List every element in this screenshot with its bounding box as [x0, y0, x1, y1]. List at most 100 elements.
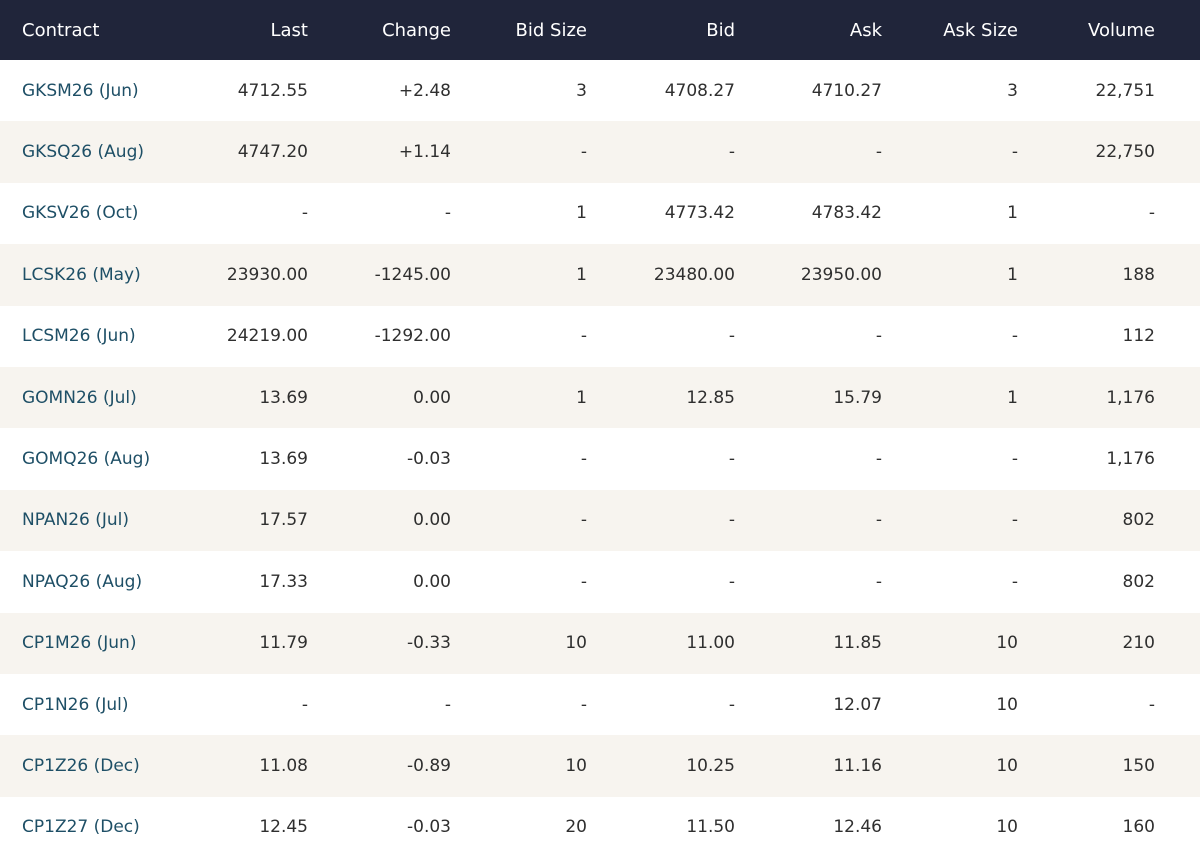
table-cell: 10 — [996, 817, 1018, 838]
table-cell: 1 — [1007, 203, 1018, 224]
contract-link[interactable]: CP1Z27 (Dec) — [22, 817, 140, 838]
table-row: NPAN26 (Jul) 17.57 0.00 - - - - 802 — [0, 489, 1200, 552]
contract-link[interactable]: GOMN26 (Jul) — [22, 387, 137, 408]
table-cell: 11.08 — [259, 756, 308, 777]
table-cell: - — [728, 326, 735, 347]
table-cell: -1292.00 — [374, 326, 451, 347]
table-cell: 17.57 — [259, 510, 308, 531]
table-cell: 10 — [996, 756, 1018, 777]
table-cell: - — [580, 694, 587, 715]
table-cell: 11.85 — [833, 633, 882, 654]
contract-link[interactable]: CP1M26 (Jun) — [22, 633, 137, 654]
table-row: GKSM26 (Jun) 4712.55 +2.48 3 4708.27 4710.27 3… — [0, 60, 1200, 121]
table-cell: 188 — [1122, 264, 1155, 285]
table-cell: +2.48 — [398, 80, 451, 101]
table-cell: 11.79 — [259, 633, 308, 654]
table-cell: 802 — [1122, 510, 1155, 531]
table-cell: - — [1011, 571, 1018, 592]
table-cell: 4712.55 — [237, 80, 308, 101]
contract-link[interactable]: NPAQ26 (Aug) — [22, 571, 143, 592]
table-row: GOMQ26 (Aug) 13.69 -0.03 - - - - 1,176 — [0, 428, 1200, 489]
table-cell: - — [728, 142, 735, 163]
table-cell: 12.07 — [833, 694, 882, 715]
table-cell: 17.33 — [259, 571, 308, 592]
table-cell: 10 — [996, 633, 1018, 654]
table-cell: 1 — [1007, 264, 1018, 285]
header-cell: Volume — [1088, 19, 1155, 41]
table-cell: -0.03 — [407, 449, 451, 470]
contract-link[interactable]: CP1Z26 (Dec) — [22, 756, 140, 777]
table-cell: 10 — [565, 756, 587, 777]
header-cell: Bid Size — [515, 19, 587, 41]
table-row: LCSM26 (Jun) 24219.00 -1292.00 - - - - 112 — [0, 306, 1200, 367]
contract-link[interactable]: GOMQ26 (Aug) — [22, 449, 151, 470]
table-cell: 4747.20 — [237, 142, 308, 163]
contract-link[interactable]: NPAN26 (Jul) — [22, 510, 130, 531]
table-cell: - — [301, 694, 308, 715]
table-cell: - — [444, 694, 451, 715]
table-cell: 12.46 — [833, 817, 882, 838]
table-cell: 112 — [1122, 326, 1155, 347]
header-cell: Last — [270, 19, 309, 41]
contract-link[interactable]: CP1N26 (Jul) — [22, 694, 129, 715]
table-cell: 4708.27 — [664, 80, 735, 101]
table-cell: - — [875, 449, 882, 470]
table-cell: - — [580, 449, 587, 470]
table-cell: - — [875, 571, 882, 592]
table-cell: 23950.00 — [800, 264, 882, 285]
table-cell: 1,176 — [1106, 449, 1155, 470]
header-cell: Bid — [706, 19, 735, 41]
table-cell: 11.16 — [833, 756, 882, 777]
table-cell: - — [580, 510, 587, 531]
table-cell: 150 — [1122, 756, 1155, 777]
table-cell: 20 — [565, 817, 587, 838]
table-cell: 15.79 — [833, 387, 882, 408]
table-cell: - — [580, 142, 587, 163]
table-cell: 23930.00 — [226, 264, 308, 285]
table-cell: - — [444, 203, 451, 224]
contract-link[interactable]: GKSM26 (Jun) — [22, 80, 139, 101]
table-row: NPAQ26 (Aug) 17.33 0.00 - - - - 802 — [0, 551, 1200, 612]
table-cell: 1 — [576, 387, 587, 408]
header-cell: Ask Size — [943, 19, 1018, 41]
table-cell: +1.14 — [398, 142, 451, 163]
table-cell: -1245.00 — [374, 264, 451, 285]
table-cell: 4783.42 — [811, 203, 882, 224]
contract-link[interactable]: GKSQ26 (Aug) — [22, 142, 144, 163]
table-cell: 12.85 — [686, 387, 735, 408]
table-cell: - — [1148, 203, 1155, 224]
contract-link[interactable]: GKSV26 (Oct) — [22, 203, 139, 224]
table-cell: 11.00 — [686, 633, 735, 654]
table-cell: 1 — [1007, 387, 1018, 408]
table-cell: - — [580, 571, 587, 592]
contract-link[interactable]: LCSK26 (May) — [22, 264, 141, 285]
table-cell: - — [301, 203, 308, 224]
table-cell: - — [728, 694, 735, 715]
header-cell: Contract — [22, 19, 100, 41]
table-row: CP1Z27 (Dec) 12.45 -0.03 20 11.50 12.46 10 160 — [0, 797, 1200, 842]
contract-link[interactable]: LCSM26 (Jun) — [22, 326, 136, 347]
table-cell: 0.00 — [413, 510, 451, 531]
table-cell: 3 — [1007, 80, 1018, 101]
table-cell: 1 — [576, 203, 587, 224]
table-cell: - — [875, 510, 882, 531]
table-cell: 0.00 — [413, 387, 451, 408]
table-cell: 4773.42 — [664, 203, 735, 224]
table-cell: - — [728, 510, 735, 531]
table-cell: - — [1011, 449, 1018, 470]
table-cell: 10 — [996, 694, 1018, 715]
table-cell: 802 — [1122, 571, 1155, 592]
table-cell: 3 — [576, 80, 587, 101]
table-cell: -0.03 — [407, 817, 451, 838]
header-row: Contract Last Change Bid Size Bid Ask Ask Size… — [0, 0, 1200, 60]
header-cell: Ask — [849, 19, 882, 41]
table-row: GKSQ26 (Aug) 4747.20 +1.14 - - - - 22,750 — [0, 121, 1200, 183]
table-row: LCSK26 (May) 23930.00 -1245.00 1 23480.00 239… — [0, 244, 1200, 306]
table-cell: 1 — [576, 264, 587, 285]
table-cell: 1,176 — [1106, 387, 1155, 408]
table-cell: - — [580, 326, 587, 347]
table-cell: - — [1011, 142, 1018, 163]
table-cell: -0.33 — [407, 633, 451, 654]
